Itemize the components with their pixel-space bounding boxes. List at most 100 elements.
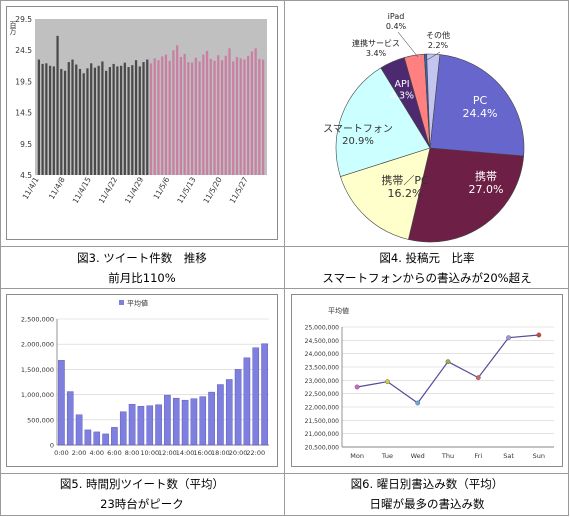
bar [84, 429, 92, 446]
slice-value-label: 20.9% [342, 136, 374, 147]
slice-value-label: 2.2% [428, 41, 449, 50]
bar [82, 73, 85, 175]
fig6-caption: 図6. 曜日別書込み数（平均） 日曜が最多の書込み数 [285, 473, 569, 515]
slice-label: API [394, 79, 409, 90]
bar [209, 58, 212, 175]
bar [261, 343, 268, 446]
bar [108, 67, 112, 175]
slice-label: 携帯／PC [381, 173, 429, 187]
bar [225, 379, 233, 446]
bar [146, 59, 149, 176]
bar [101, 61, 104, 175]
legend-swatch [119, 300, 124, 305]
bar [168, 60, 171, 175]
bar [75, 414, 83, 446]
bar [228, 48, 231, 175]
x-tick-label: 11/4/15 [71, 175, 93, 205]
fig3-caption-title: 図3. ツイート件数 推移 [77, 251, 207, 265]
bar [102, 433, 109, 446]
grid-divider-1 [0, 246, 569, 247]
y-axis-unit-label: 百万 [9, 21, 17, 36]
bar [116, 66, 119, 175]
bar [213, 60, 216, 175]
bar [161, 56, 164, 175]
y-tick-label: 22,000,000 [305, 405, 340, 412]
bar [127, 67, 130, 175]
bar [137, 405, 145, 446]
bar [217, 384, 224, 446]
grid-divider-3 [0, 473, 569, 474]
bar [194, 57, 197, 175]
y-tick-label: 4.5 [20, 171, 32, 180]
hourly-tweets-chart-frame: 平均値 2,500,000 2,000,000 1,500,000 1,000,000 5… [6, 294, 278, 467]
fig6-caption-note: 日曜が最多の書込み数 [369, 497, 485, 511]
bar [199, 396, 207, 446]
y-tick-label: 24,500,000 [305, 338, 340, 345]
x-tick-label: 11/5/13 [175, 175, 197, 205]
x-tick-label: 11/4/8 [47, 175, 67, 201]
fig4-caption-title: 図4. 投稿元 比率 [379, 251, 475, 265]
bar [252, 347, 260, 446]
y-tick-label: 0 [50, 442, 54, 450]
bar [190, 62, 194, 175]
y-tick-label: 14.5 [15, 109, 32, 118]
x-tick-label: 18:00 [211, 449, 230, 457]
leader-line [397, 31, 419, 58]
bar [179, 57, 183, 176]
bar [202, 54, 205, 175]
x-tick-label: 22:00 [246, 449, 265, 457]
bar [71, 59, 74, 176]
bar [60, 68, 63, 175]
bar [232, 61, 235, 175]
x-tick-label: 16:00 [193, 449, 212, 457]
pie-slice [340, 147, 431, 240]
bar [75, 64, 78, 175]
fig5-caption-note: 23時台がピーク [100, 497, 184, 511]
x-tick-label: Thu [441, 452, 454, 460]
bar [142, 62, 145, 175]
bar [155, 404, 162, 446]
bar [78, 68, 82, 175]
bar [119, 411, 127, 446]
y-tick-label: 29.5 [15, 15, 32, 24]
bar [262, 59, 265, 176]
source-share-pie-cell: PC 24.4% 携帯 27.0% 携帯／PC 16.2% スマートフォン 20.9% API 4… [290, 2, 566, 244]
y-tick-label: 2,000,000 [21, 341, 54, 349]
data-point [445, 359, 451, 365]
data-point [475, 375, 481, 381]
y-tick-label: 21,000,000 [305, 431, 340, 438]
fig5-caption-title: 図5. 時間別ツイート数（平均） [59, 477, 225, 491]
slice-label: その他 [426, 30, 450, 40]
bar [97, 65, 100, 175]
data-point [415, 400, 421, 406]
slice-value-label: 16.2% [388, 187, 423, 200]
bar [235, 57, 239, 176]
bar [198, 61, 201, 175]
y-tick-label: 23,500,000 [305, 365, 340, 372]
slice-label: 携帯 [475, 169, 497, 183]
bar [187, 62, 190, 175]
bar [164, 394, 171, 446]
x-tick-label: Wed [411, 452, 425, 460]
bar [234, 369, 242, 446]
bar [119, 65, 123, 175]
x-tick-label: 11/4/29 [123, 175, 145, 205]
y-tick-label: 24.5 [15, 46, 32, 55]
bar [239, 58, 242, 176]
x-tick-label: Sat [503, 452, 514, 460]
fig5-caption: 図5. 時間別ツイート数（平均） 23時台がピーク [0, 473, 284, 515]
slice-value-label: 4.3% [390, 91, 414, 102]
bar [190, 398, 198, 446]
bar [93, 67, 97, 175]
bar [105, 70, 108, 175]
bar [58, 360, 65, 446]
bar [208, 391, 215, 446]
bar [220, 60, 224, 175]
bar [67, 62, 70, 175]
x-tick-label: 11/4/22 [97, 175, 119, 205]
x-tick-label: 6:00 [107, 449, 122, 457]
bar [258, 58, 261, 175]
y-tick-label: 9.5 [20, 140, 32, 149]
daily-tweets-chart-frame: 百万 29.5 24.5 19.5 14.5 9.5 4.5 11/4/1 11/4/8 11/4… [6, 6, 278, 240]
